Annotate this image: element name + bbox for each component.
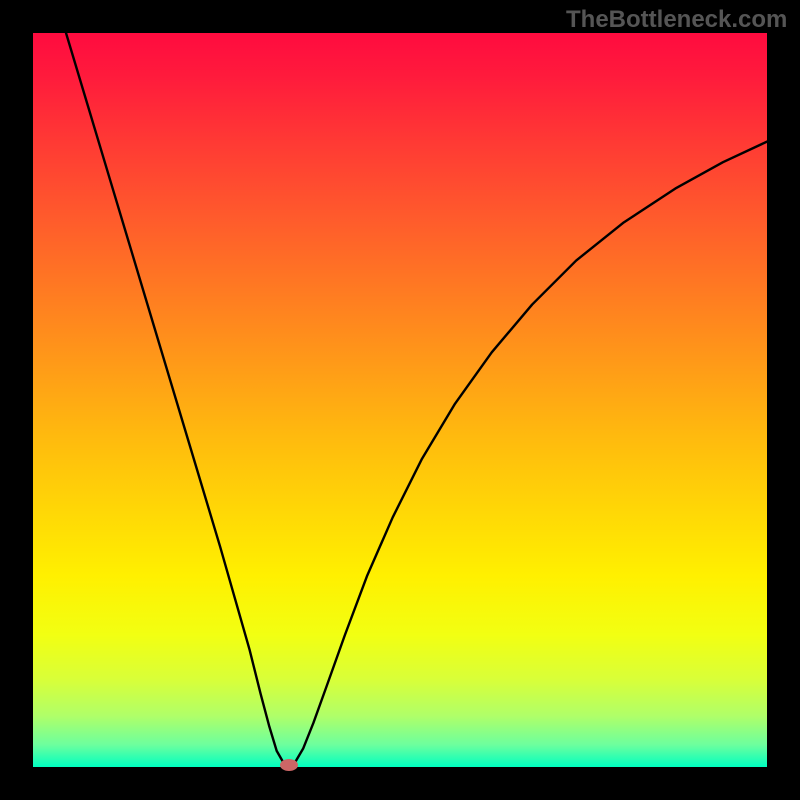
chart-container: TheBottleneck.com <box>0 0 800 800</box>
bottleneck-marker <box>280 759 298 771</box>
plot-area <box>33 33 767 767</box>
watermark: TheBottleneck.com <box>566 6 787 34</box>
gradient-background <box>33 33 767 767</box>
curve-svg <box>33 33 767 767</box>
